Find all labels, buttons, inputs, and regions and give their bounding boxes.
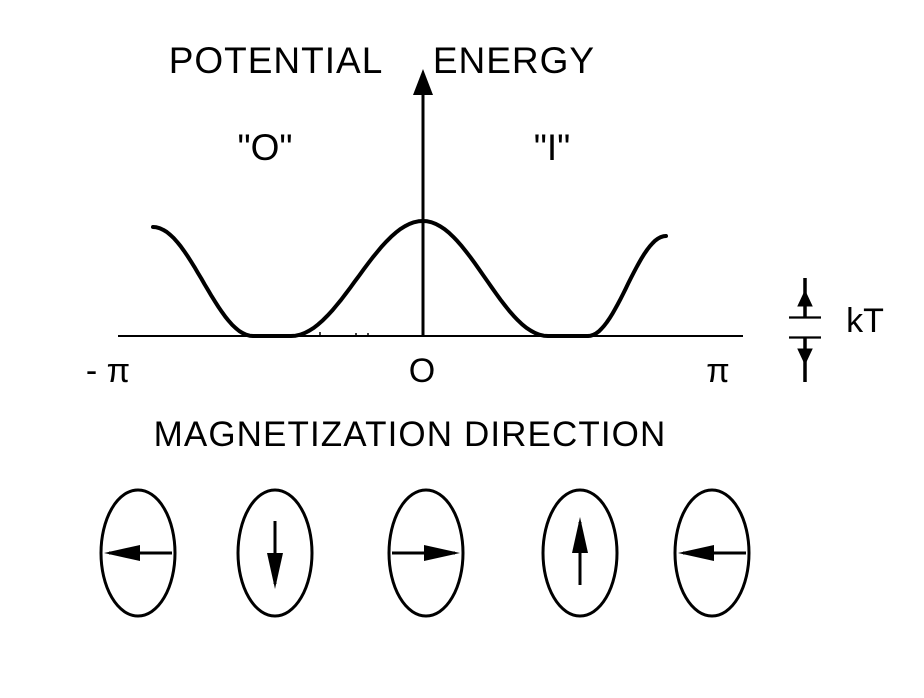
svg-text:"O": "O" xyxy=(237,127,292,168)
svg-text:- π: - π xyxy=(86,352,130,390)
svg-text:"I": "I" xyxy=(534,127,571,168)
svg-text:MAGNETIZATION DIRECTION: MAGNETIZATION DIRECTION xyxy=(154,415,667,454)
svg-text:ENERGY: ENERGY xyxy=(433,40,595,81)
svg-text:O: O xyxy=(409,352,435,390)
svg-text:π: π xyxy=(706,352,729,390)
svg-text:kT: kT xyxy=(846,302,884,340)
svg-text:POTENTIAL: POTENTIAL xyxy=(169,40,384,81)
